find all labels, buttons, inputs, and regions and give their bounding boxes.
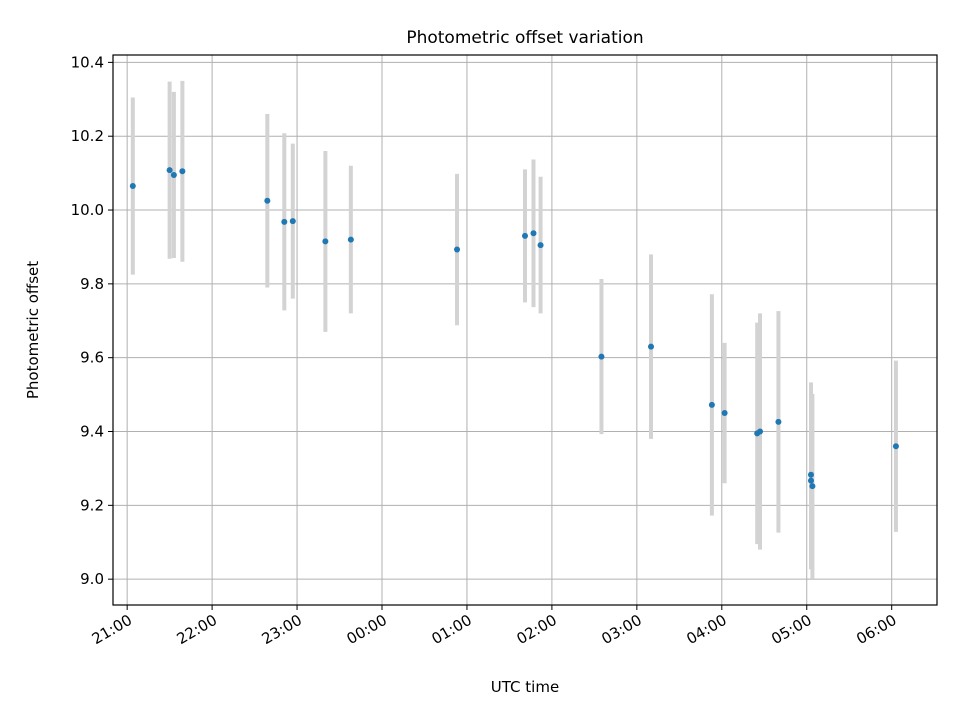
data-point: [721, 410, 728, 417]
y-axis-label: Photometric offset: [24, 261, 42, 399]
chart-title: Photometric offset variation: [406, 28, 643, 48]
data-point: [166, 167, 173, 174]
data-point: [809, 483, 816, 490]
y-tick-label: 9.0: [80, 570, 104, 588]
data-point: [807, 471, 814, 478]
data-point: [757, 428, 764, 435]
data-point: [289, 218, 296, 225]
y-tick-label: 10.4: [71, 53, 104, 71]
y-tick-label: 9.6: [80, 349, 104, 367]
data-point: [598, 353, 605, 360]
data-point: [170, 171, 177, 178]
data-point: [522, 232, 528, 239]
y-axis-ticks: 9.0 9.2 9.4 9.6 9.8 10.0 10.2 10.4: [71, 53, 113, 588]
x-axis-label: UTC time: [491, 678, 559, 696]
y-tick-label: 10.0: [71, 201, 104, 219]
data-point: [648, 343, 655, 350]
data-point: [264, 197, 271, 204]
data-point: [530, 230, 537, 237]
data-point: [892, 443, 899, 450]
data-points: [129, 167, 899, 490]
data-point: [179, 168, 186, 175]
data-point: [129, 183, 136, 190]
data-point: [322, 238, 329, 245]
data-point: [281, 218, 288, 225]
grid: [113, 55, 937, 605]
y-tick-label: 9.2: [80, 496, 104, 514]
data-point: [708, 401, 715, 408]
data-point: [454, 246, 461, 253]
plot-frame: [112, 54, 938, 606]
y-tick-label: 9.4: [80, 423, 104, 441]
data-point: [347, 236, 354, 243]
y-tick-label: 9.8: [80, 275, 104, 293]
data-point: [807, 477, 814, 484]
y-tick-label: 10.2: [71, 127, 104, 145]
data-point: [775, 418, 782, 425]
data-point: [537, 242, 544, 249]
